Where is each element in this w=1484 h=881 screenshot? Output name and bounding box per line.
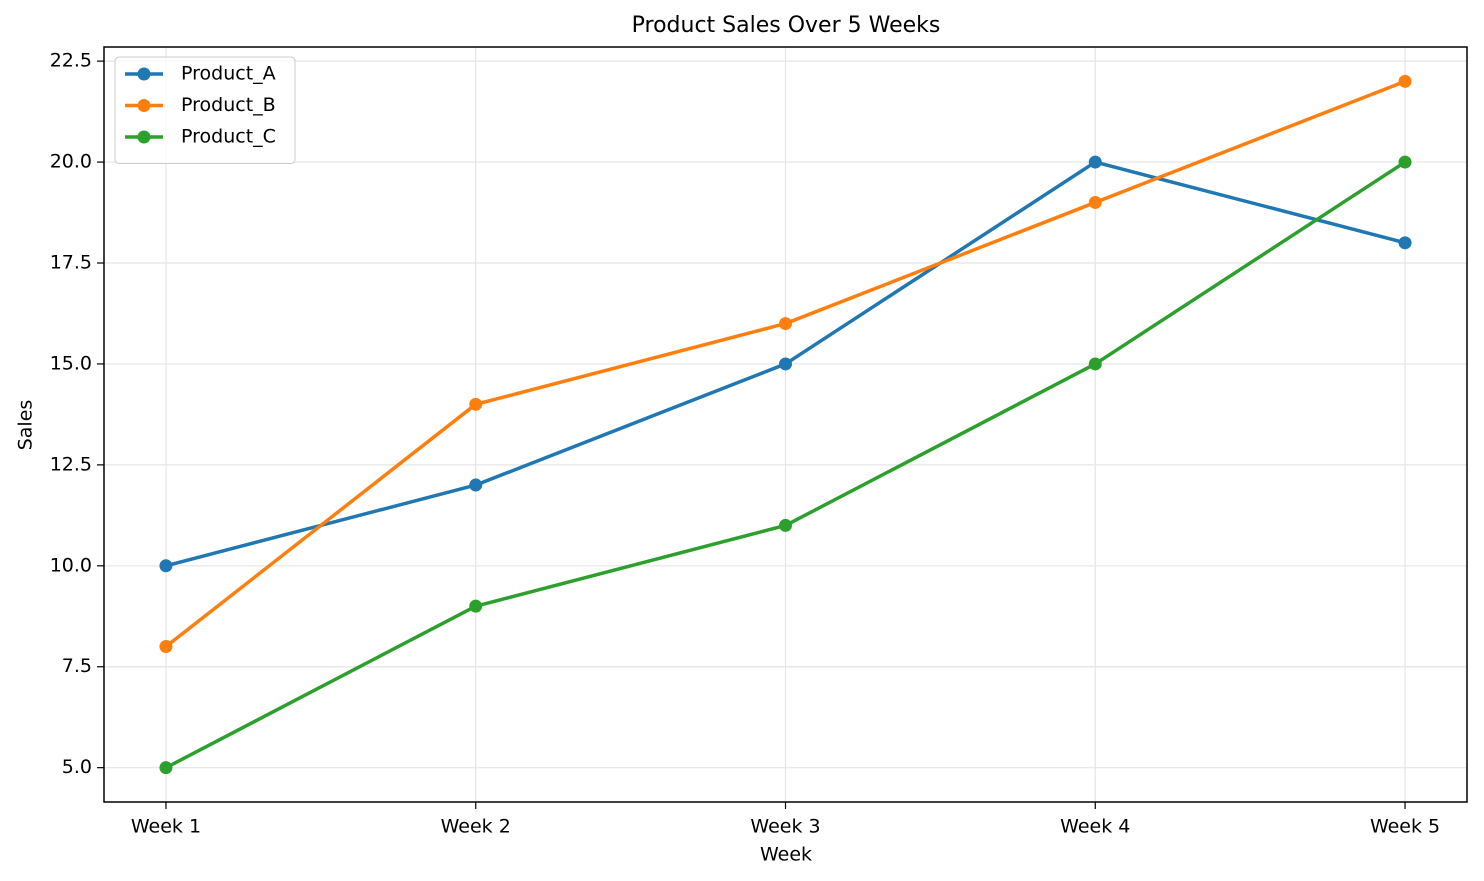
data-point [779,357,792,371]
legend-marker [137,130,151,144]
x-tick-label: Week 3 [750,816,820,838]
data-point [159,761,173,775]
legend-label: Product_B [181,94,276,116]
data-point [159,559,173,573]
y-tick-label: 15.0 [50,352,92,374]
y-tick-label: 20.0 [50,151,92,173]
data-point [469,599,483,613]
x-tick-label: Week 2 [441,816,511,838]
plot-frame [103,46,1468,803]
data-point [1088,155,1102,169]
y-axis-label: Sales [15,400,37,451]
y-tick-label: 12.5 [50,453,92,475]
chart-title: Product Sales Over 5 Weeks [632,13,941,38]
y-tick-label: 5.0 [62,756,92,778]
data-point [779,518,792,532]
y-tick-label: 17.5 [50,252,92,274]
data-point [1088,357,1102,371]
legend-marker [137,67,151,81]
data-point [469,397,483,411]
x-tick-label: Week 4 [1060,816,1130,838]
y-tick-label: 22.5 [50,50,92,72]
x-tick-label: Week 1 [131,816,201,838]
y-tick-label: 7.5 [62,655,92,677]
legend-label: Product_A [181,63,276,85]
legend-marker [137,99,151,112]
data-point [779,317,792,331]
x-tick-label: Week 5 [1370,816,1440,838]
legend-label: Product_C [181,126,276,148]
x-axis-label: Week [760,844,812,866]
data-point [1398,236,1412,250]
data-point [1398,155,1412,169]
data-point [1398,74,1412,88]
y-tick-label: 10.0 [50,554,92,576]
data-point [159,640,173,654]
data-point [469,478,483,492]
data-point [1088,195,1102,209]
